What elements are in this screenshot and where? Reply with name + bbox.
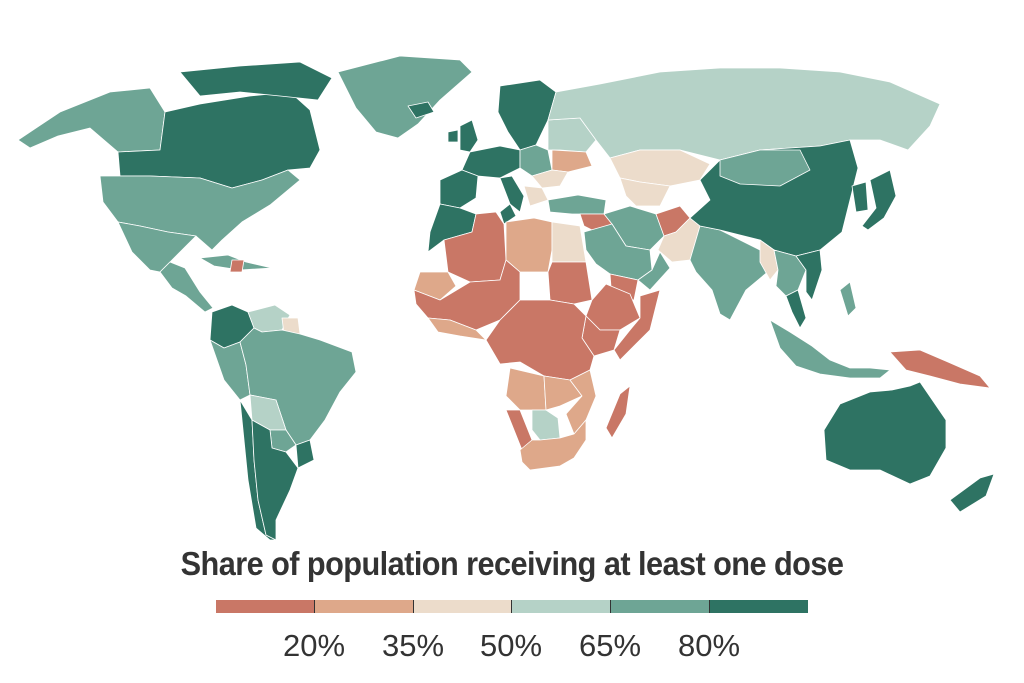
region-botswana [531,409,561,441]
region-philippines [839,281,857,317]
region-egypt [551,221,587,263]
region-south-africa [519,419,587,471]
region-central-asia [619,177,671,207]
region-libya [505,217,553,273]
region-central-america [159,261,214,313]
legend-swatch-65-80 [610,600,710,613]
legend-tick [314,600,315,613]
region-india [689,225,771,321]
region-indonesia [769,319,891,379]
region-madagascar [605,385,631,439]
region-russia [547,67,941,161]
region-central-africa [485,299,595,381]
region-greenland [337,55,473,139]
region-italy [499,175,525,213]
region-angola [505,367,547,411]
region-vietnam [795,249,823,301]
region-algeria [443,211,507,283]
legend-tick [511,600,512,613]
world-choropleth-map [17,55,995,540]
region-united-kingdom [459,119,479,153]
region-zambia [543,375,583,411]
legend-tick-label: 35% [381,628,445,663]
region-alaska-western-canada [17,87,166,153]
region-korea [851,181,869,213]
legend-title: Share of population receiving at least o… [180,545,844,582]
region-mongolia [719,149,811,187]
region-haiti [229,259,245,273]
legend-tick [709,600,710,613]
legend-tick-label: 65% [578,628,642,663]
region-romania [531,169,569,189]
region-ireland [447,129,459,143]
region-sudan [547,261,593,305]
legend-swatch-above-80 [709,600,809,613]
region-mauritania [413,271,457,301]
region-somalia [613,289,661,361]
region-iberia [439,169,479,209]
legend-tick [610,600,611,613]
region-new-zealand [949,473,995,513]
legend-swatch-50-65 [512,600,611,613]
region-canadian-arctic-islands [179,61,333,101]
region-japan [861,169,897,231]
region-oman [637,251,671,291]
region-australia [823,381,947,485]
legend-color-scale [216,600,809,613]
legend-tick-label: 80% [677,628,741,663]
region-myanmar [759,239,779,281]
region-iceland [407,101,435,119]
region-malaysia [785,289,807,329]
legend-tick-label: 20% [282,628,346,663]
legend-tick [413,600,414,613]
legend-swatch-below-20 [216,600,315,613]
region-papua-new-guinea [889,349,991,389]
legend-tick-label: 50% [479,628,543,663]
legend-swatch-35-50 [413,600,513,613]
region-balkans [523,185,549,207]
region-mozambique [565,369,597,435]
region-argentina [251,419,299,540]
region-scandinavia [497,79,557,151]
region-tunisia [499,203,517,225]
region-uruguay [295,439,315,469]
region-turkey [547,194,607,215]
legend-swatch-20-35 [314,600,414,613]
region-ukraine [551,149,593,173]
